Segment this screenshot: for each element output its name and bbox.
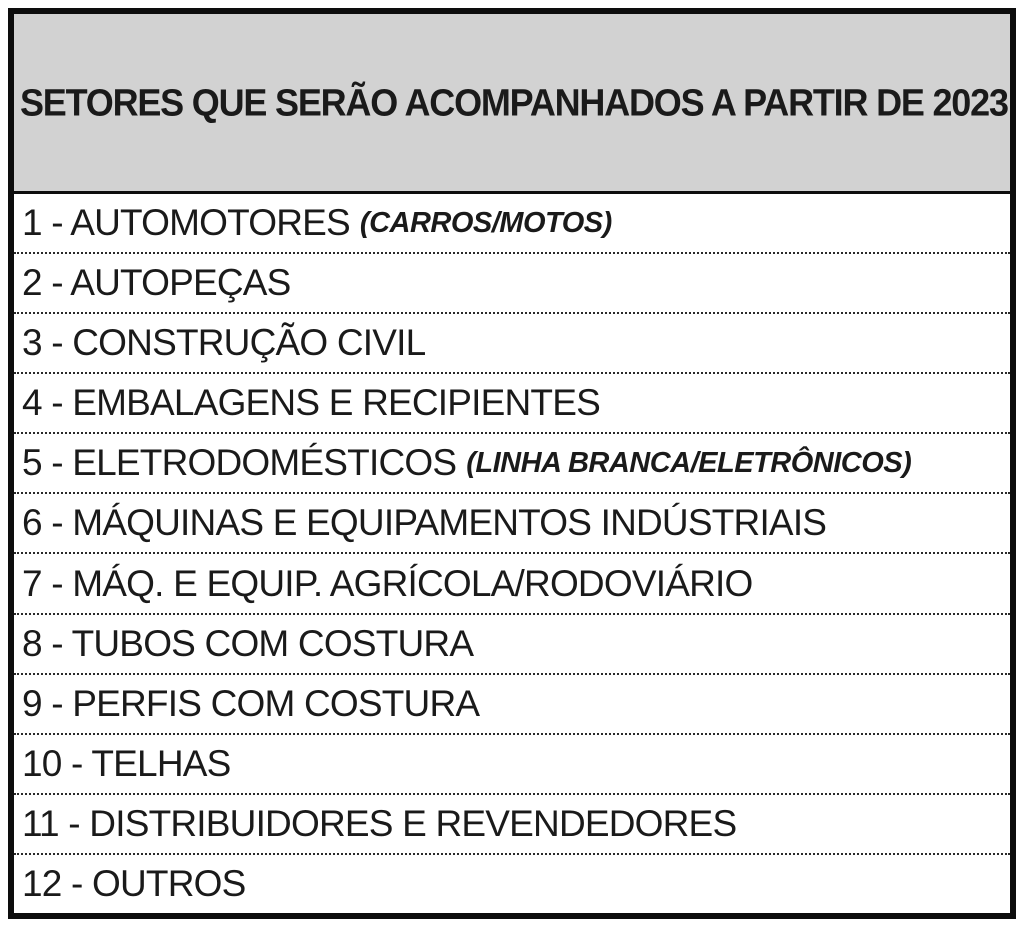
- table-row: 2 - AUTOPEÇAS: [14, 252, 1010, 312]
- sector-label: 7 - MÁQ. E EQUIP. AGRÍCOLA/RODOVIÁRIO: [22, 562, 753, 604]
- table-row: 7 - MÁQ. E EQUIP. AGRÍCOLA/RODOVIÁRIO: [14, 552, 1010, 612]
- table-row: 12 - OUTROS: [14, 852, 1010, 913]
- table-row: 1 - AUTOMOTORES (CARROS/MOTOS): [14, 194, 1010, 252]
- sector-label: 11 - DISTRIBUIDORES E REVENDEDORES: [22, 802, 737, 844]
- sector-label: 9 - PERFIS COM COSTURA: [22, 682, 480, 724]
- table-header: SETORES QUE SERÃO ACOMPANHADOS A PARTIR …: [14, 14, 1010, 194]
- table-body: 1 - AUTOMOTORES (CARROS/MOTOS) 2 - AUTOP…: [14, 194, 1010, 913]
- sector-note: (LINHA BRANCA/ELETRÔNICOS): [466, 446, 912, 479]
- table-row: 4 - EMBALAGENS E RECIPIENTES: [14, 372, 1010, 432]
- sector-note: (CARROS/MOTOS): [359, 206, 612, 239]
- table-row: 10 - TELHAS: [14, 732, 1010, 793]
- sector-label: 5 - ELETRODOMÉSTICOS: [22, 442, 457, 484]
- table-row: 8 - TUBOS COM COSTURA: [14, 612, 1010, 673]
- sector-label: 3 - CONSTRUÇÃO CIVIL: [22, 322, 426, 364]
- sector-label: 8 - TUBOS COM COSTURA: [22, 622, 474, 664]
- table-row: 3 - CONSTRUÇÃO CIVIL: [14, 312, 1010, 372]
- table-row: 9 - PERFIS COM COSTURA: [14, 672, 1010, 733]
- table-title: SETORES QUE SERÃO ACOMPANHADOS A PARTIR …: [20, 80, 1009, 124]
- sector-label: 12 - OUTROS: [22, 862, 246, 904]
- table-row: 5 - ELETRODOMÉSTICOS (LINHA BRANCA/ELETR…: [14, 432, 1010, 492]
- table-row: 6 - MÁQUINAS E EQUIPAMENTOS INDÚSTRIAIS: [14, 492, 1010, 552]
- sector-label: 10 - TELHAS: [22, 742, 231, 784]
- sector-label: 6 - MÁQUINAS E EQUIPAMENTOS INDÚSTRIAIS: [22, 502, 827, 544]
- sector-label: 4 - EMBALAGENS E RECIPIENTES: [22, 382, 601, 424]
- sectors-table: SETORES QUE SERÃO ACOMPANHADOS A PARTIR …: [8, 8, 1016, 919]
- table-row: 11 - DISTRIBUIDORES E REVENDEDORES: [14, 792, 1010, 853]
- sector-label: 2 - AUTOPEÇAS: [22, 262, 291, 304]
- sector-label: 1 - AUTOMOTORES: [22, 202, 351, 244]
